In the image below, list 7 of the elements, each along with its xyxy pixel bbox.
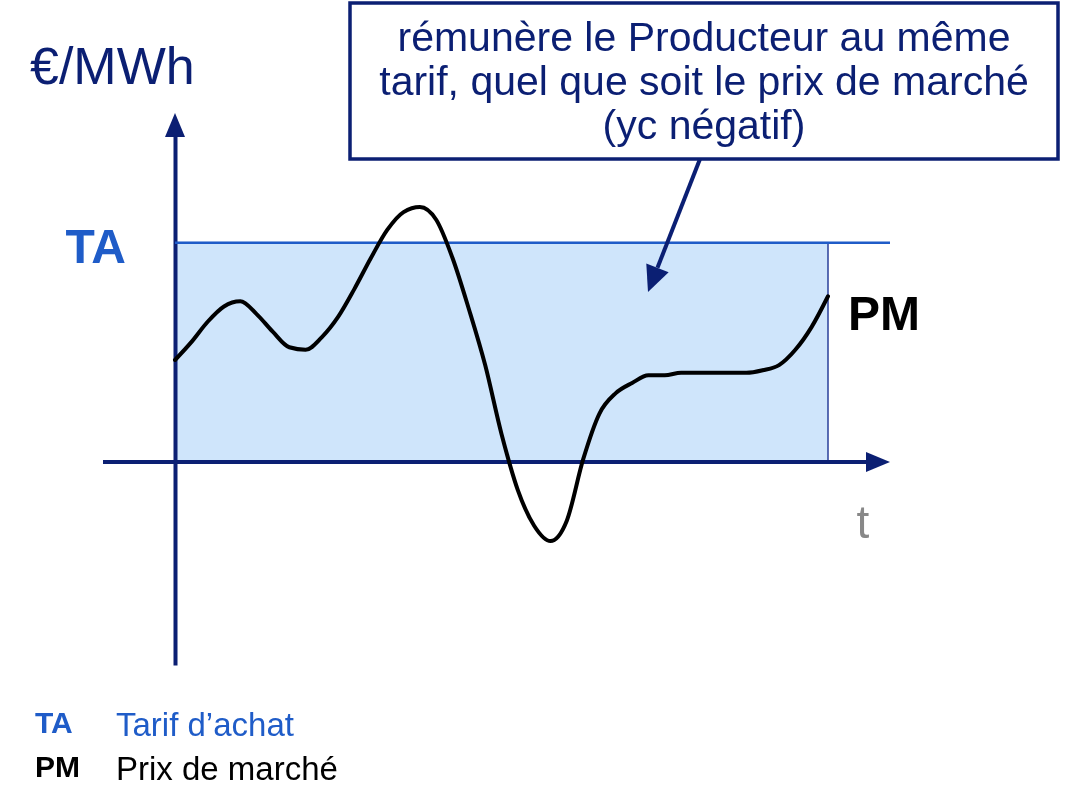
y-axis-title: €/MWh xyxy=(30,37,195,95)
text: TA Tarif d’achat xyxy=(35,706,294,743)
ref-line-label: TA xyxy=(65,219,126,273)
text: rémunère le Producteur au même tarif, quel que soit le prix de marché (yc négatif) xyxy=(379,14,1029,148)
x-axis-title: t xyxy=(856,496,870,548)
series-label: PM xyxy=(848,287,920,341)
text: PM Prix de marché xyxy=(35,750,338,787)
